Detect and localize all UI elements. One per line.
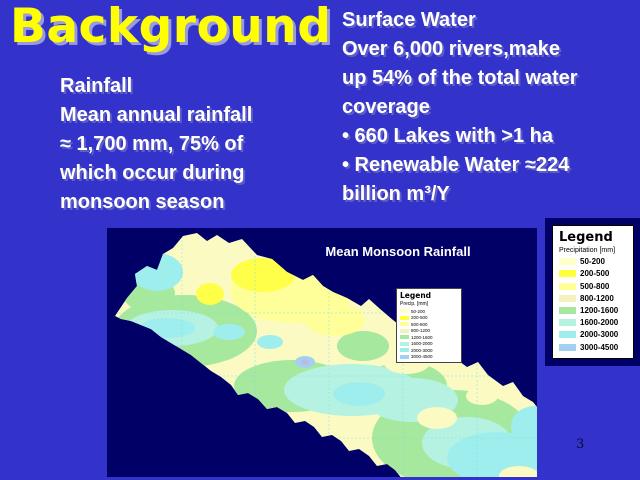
legend-row: 2000-3000 (400, 348, 458, 353)
legend-range-label: 3000-4500 (580, 342, 619, 352)
legend-row: 1200-1600 (400, 335, 458, 340)
rainfall-heading: Rainfall (60, 75, 133, 97)
legend-range-label: 200-500 (580, 269, 610, 279)
legend-range-label: 2000-3000 (580, 330, 619, 340)
legend-range-label: 2000-3000 (411, 347, 433, 353)
legend-range-label: 800-1200 (580, 293, 614, 303)
surface-water-heading: Surface Water (342, 9, 476, 31)
precipitation-legend-box: Legend Precipitation [mm] 50-200 200-500… (552, 225, 634, 359)
legend-range-label: 500-800 (580, 281, 610, 291)
legend-swatch (559, 319, 576, 327)
legend-swatch (400, 315, 409, 320)
legend-row: 1600-2000 (559, 318, 627, 327)
legend-subtitle: Precipitation [mm] (559, 247, 616, 254)
precipitation-legend: Legend Precipitation [mm] 50-200 200-500… (545, 218, 640, 366)
legend-row: 3000-4500 (559, 343, 627, 352)
map-title: Mean Monsoon Rainfall (325, 244, 471, 259)
surface-water-line: Over 6,000 rivers,make (342, 38, 560, 60)
legend-swatch (559, 306, 576, 314)
legend-row: 1600-2000 (400, 341, 458, 346)
rainfall-line: ≈ 1,700 mm, 75% of (60, 133, 244, 155)
legend-row: 2000-3000 (559, 330, 627, 339)
legend-row: 1200-1600 (559, 306, 627, 315)
legend-swatch (400, 335, 409, 339)
map-inner-legend: Legend Precip. [mm] 50-200 200-500 500-8… (396, 288, 462, 363)
legend-range-label: 50-200 (580, 257, 605, 267)
rainfall-line: monsoon season (60, 191, 225, 213)
legend-row: 500-800 (559, 282, 627, 291)
slide-title: Background (10, 0, 332, 54)
legend-range-label: 500-800 (411, 321, 428, 327)
legend-range-label: 1200-1600 (580, 305, 619, 315)
map-inner-legend-title: Legend (400, 291, 432, 300)
legend-swatch (559, 294, 576, 302)
legend-swatch (559, 331, 576, 339)
legend-title: Legend (559, 230, 613, 245)
legend-swatch (400, 354, 409, 359)
legend-swatch (559, 343, 576, 351)
legend-row: 200-500 (400, 315, 458, 320)
legend-swatch (400, 348, 409, 352)
legend-row: 3000-4500 (400, 354, 458, 359)
legend-row: 800-1200 (559, 294, 627, 303)
nepal-precipitation-map (115, 233, 537, 477)
legend-swatch (400, 341, 409, 346)
surface-water-line: coverage (342, 96, 430, 118)
legend-range-label: 800-1200 (411, 328, 431, 333)
legend-range-label: 1600-2000 (580, 318, 619, 328)
surface-water-text-block: Surface Water Over 6,000 rivers,make up … (342, 6, 578, 209)
rainfall-line: which occur during (60, 162, 245, 184)
legend-range-label: 1600-2000 (411, 341, 433, 346)
legend-swatch (400, 322, 409, 326)
legend-swatch (559, 282, 576, 290)
legend-swatch (559, 270, 576, 278)
legend-range-label: 3000-4500 (411, 354, 433, 359)
legend-row: 800-1200 (400, 328, 458, 333)
legend-swatch (559, 258, 576, 266)
page-number: 3 (576, 437, 585, 452)
surface-water-line: billion m³/Y (342, 183, 450, 205)
legend-row: 50-200 (559, 257, 627, 266)
rainfall-map-panel: Mean Monsoon Rainfall Legend Precip. [mm… (107, 228, 537, 477)
surface-water-line: • 660 Lakes with >1 ha (342, 125, 553, 147)
map-inner-legend-subtitle: Precip. [mm] (400, 301, 429, 307)
rainfall-line: Mean annual rainfall (60, 104, 253, 126)
surface-water-line: • Renewable Water ≈224 (342, 154, 570, 176)
rainfall-text-block: Rainfall Mean annual rainfall ≈ 1,700 mm… (60, 72, 252, 217)
legend-range-label: 200-500 (411, 315, 428, 320)
legend-range-label: 50-200 (411, 308, 426, 314)
legend-range-label: 1200-1600 (411, 334, 433, 340)
surface-water-line: up 54% of the total water (342, 67, 578, 89)
legend-row: 50-200 (400, 309, 458, 314)
legend-row: 500-800 (400, 322, 458, 327)
legend-swatch (400, 328, 409, 333)
legend-swatch (400, 309, 409, 313)
legend-row: 200-500 (559, 269, 627, 278)
